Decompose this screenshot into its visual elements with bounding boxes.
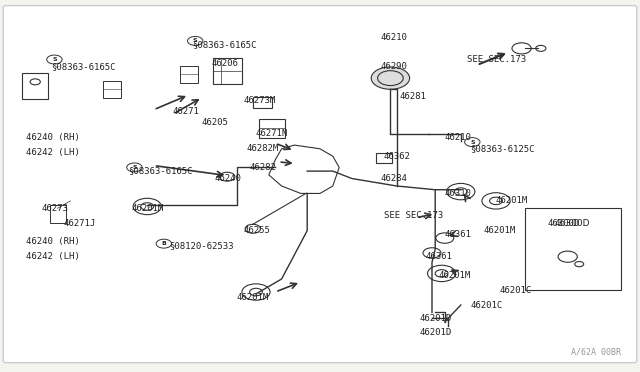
Circle shape [371, 67, 410, 89]
Text: 46273M: 46273M [243, 96, 275, 105]
Text: 46201C: 46201C [470, 301, 502, 310]
Text: 46201D: 46201D [419, 314, 451, 323]
Bar [212, 58, 241, 84]
Bar [525, 208, 621, 290]
Text: S: S [132, 165, 137, 170]
Text: 46290: 46290 [381, 62, 408, 71]
Text: 46201C: 46201C [499, 286, 531, 295]
Text: 46284: 46284 [381, 174, 408, 183]
Text: 46240: 46240 [214, 174, 241, 183]
Text: B: B [161, 241, 166, 246]
Text: §08363-6165C: §08363-6165C [128, 167, 193, 176]
Bar [259, 119, 285, 138]
Text: S: S [193, 38, 198, 44]
Text: S: S [470, 140, 475, 145]
Text: 46255: 46255 [243, 226, 270, 235]
Bar [376, 153, 392, 163]
Text: A/62A 00BR: A/62A 00BR [571, 347, 621, 356]
Text: §08363-6165C: §08363-6165C [192, 40, 257, 49]
Text: 46210: 46210 [445, 133, 472, 142]
Text: 46271N: 46271N [256, 129, 288, 138]
Text: 46242 (LH): 46242 (LH) [26, 252, 79, 261]
Text: 46282M: 46282M [246, 144, 278, 153]
Text: 46201M: 46201M [438, 271, 470, 280]
Text: 46206: 46206 [211, 59, 238, 68]
Text: 46361: 46361 [445, 230, 472, 239]
Text: 46281: 46281 [400, 92, 427, 101]
Bar [180, 66, 198, 83]
Text: §08120-62533: §08120-62533 [170, 241, 234, 250]
Text: §08363-6125C: §08363-6125C [470, 144, 535, 153]
FancyBboxPatch shape [3, 6, 637, 363]
Text: 46240 (RH): 46240 (RH) [26, 237, 79, 246]
Text: SEE SEC.173: SEE SEC.173 [384, 211, 443, 220]
Text: S: S [52, 57, 57, 62]
Text: 46242 (LH): 46242 (LH) [26, 148, 79, 157]
Text: 46240 (RH): 46240 (RH) [26, 133, 79, 142]
Bar [22, 73, 48, 99]
Text: 46210: 46210 [381, 33, 408, 42]
Text: 46201M: 46201M [496, 196, 528, 205]
Bar [103, 81, 121, 98]
Text: 46300D: 46300D [547, 219, 579, 228]
Text: 46201M: 46201M [131, 204, 163, 213]
Text: 46310: 46310 [445, 189, 472, 198]
Text: 46362: 46362 [384, 152, 411, 161]
Text: 46201D: 46201D [419, 328, 451, 337]
Bar [253, 97, 272, 108]
Text: 46201M: 46201M [237, 293, 269, 302]
Text: 46282: 46282 [250, 163, 276, 172]
Text: 46361: 46361 [426, 252, 452, 261]
Text: 46271: 46271 [173, 107, 200, 116]
Text: §08363-6165C: §08363-6165C [51, 62, 116, 71]
Text: 46300D: 46300D [555, 219, 591, 228]
Text: 46273: 46273 [42, 204, 68, 213]
Text: SEE SEC.173: SEE SEC.173 [467, 55, 526, 64]
Text: 46205: 46205 [202, 118, 228, 127]
Text: 46271J: 46271J [64, 219, 96, 228]
Text: 46201M: 46201M [483, 226, 515, 235]
Bar [50, 205, 66, 223]
